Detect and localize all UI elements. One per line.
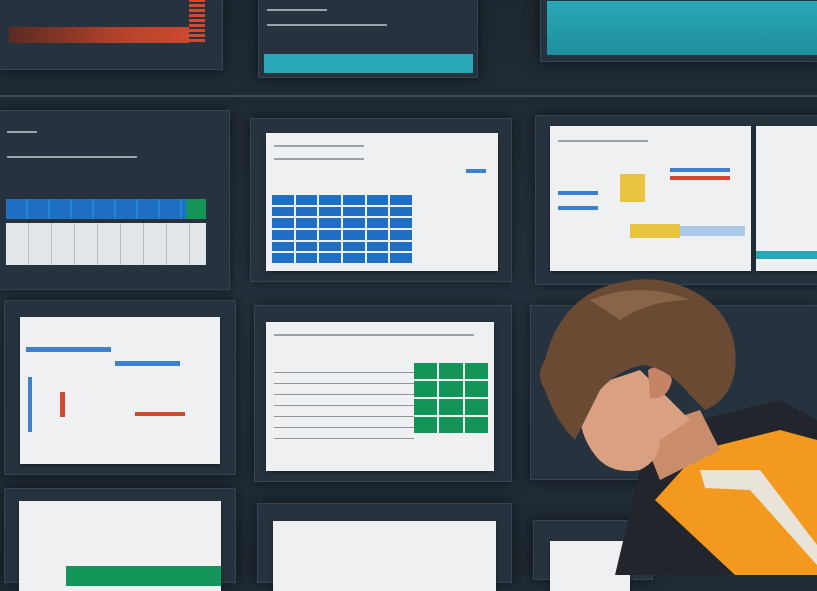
text-line — [7, 131, 37, 133]
top-right-screen — [540, 0, 817, 62]
screen-r2-right — [535, 115, 817, 285]
yellow-block — [620, 174, 645, 202]
divider-line — [0, 95, 817, 97]
screen-r2-left — [0, 110, 230, 290]
table-header-green — [186, 199, 206, 219]
text-line — [7, 156, 137, 158]
red-bar — [670, 176, 730, 180]
chart-document — [20, 317, 220, 464]
table-body — [6, 223, 206, 265]
blue-bar — [670, 168, 730, 172]
green-data-grid — [414, 363, 488, 433]
red-bars — [189, 0, 205, 44]
text-line — [267, 9, 327, 11]
red-bar — [60, 392, 65, 417]
worker-figure — [540, 279, 817, 575]
blue-bar — [115, 361, 180, 366]
screen-r3-left — [4, 300, 236, 475]
table-rows — [274, 362, 414, 442]
hair — [540, 279, 736, 440]
yellow-highlight — [630, 224, 680, 238]
teal-chart — [547, 1, 817, 55]
blue-axis — [28, 377, 32, 432]
teal-bar — [756, 251, 817, 259]
blue-bar — [26, 347, 111, 352]
blue-bar — [558, 206, 598, 210]
table-document — [266, 322, 494, 471]
top-middle-screen — [258, 0, 478, 78]
report-document — [550, 126, 751, 271]
blue-marker — [466, 169, 486, 173]
table-header-blue — [6, 199, 186, 219]
spreadsheet-document — [266, 133, 498, 271]
text-line — [558, 140, 648, 142]
ear — [648, 366, 672, 399]
blue-bar — [558, 191, 598, 195]
text-line — [274, 145, 364, 147]
screen-r3-middle — [254, 305, 512, 482]
vest-reflective-stripe — [700, 470, 817, 565]
red-bar — [135, 412, 185, 416]
hair-highlight — [590, 290, 690, 320]
red-area-chart — [9, 27, 204, 43]
text-line — [274, 158, 364, 160]
side-document — [756, 126, 817, 271]
blue-data-grid — [272, 195, 412, 263]
text-line — [267, 24, 387, 26]
text-line — [274, 334, 474, 336]
teal-toolbar — [264, 54, 473, 73]
safety-vest — [655, 430, 817, 575]
screen-r2-middle — [250, 118, 512, 282]
blue-highlight — [680, 226, 745, 236]
top-left-screen — [0, 0, 223, 70]
